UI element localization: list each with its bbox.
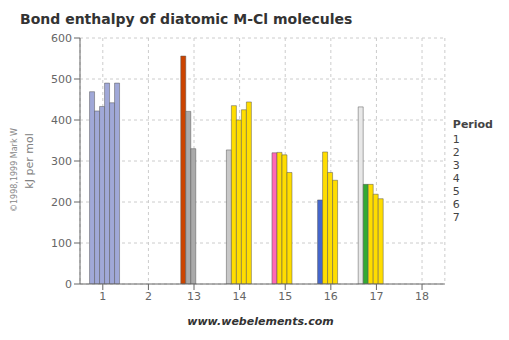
html-text:5: 5 [452,185,460,198]
svg-text:15: 15 [278,290,292,303]
html-text:7: 7 [452,211,460,224]
svg-text:0: 0 [65,278,72,291]
svg-text:200: 200 [51,196,72,209]
html-text:Period: Period [452,118,493,131]
svg-text:1: 1 [99,290,106,303]
svg-text:2: 2 [145,290,152,303]
svg-text:100: 100 [51,237,72,250]
html-text:1: 1 [452,133,460,146]
html-text:www.webelements.com: www.webelements.com [187,315,334,328]
html-text:Bond enthalpy of diatomic M-Cl: Bond enthalpy of diatomic M-Cl molecules [20,11,353,27]
svg-text:16: 16 [324,290,338,303]
html-text:6: 6 [452,198,460,211]
html-text:4: 4 [452,172,460,185]
svg-text:14: 14 [233,290,247,303]
html-text:©1998,1999 Mark W: ©1998,1999 Mark W [9,128,19,212]
svg-text:300: 300 [51,155,72,168]
svg-text:400: 400 [51,114,72,127]
svg-text:17: 17 [369,290,383,303]
svg-text:600: 600 [51,32,72,45]
html-text:3: 3 [452,159,460,172]
html-text:2: 2 [452,146,460,159]
svg-text:500: 500 [51,73,72,86]
svg-text:kJ per mol: kJ per mol [23,133,36,188]
svg-text:13: 13 [187,290,201,303]
svg-text:18: 18 [415,290,429,303]
